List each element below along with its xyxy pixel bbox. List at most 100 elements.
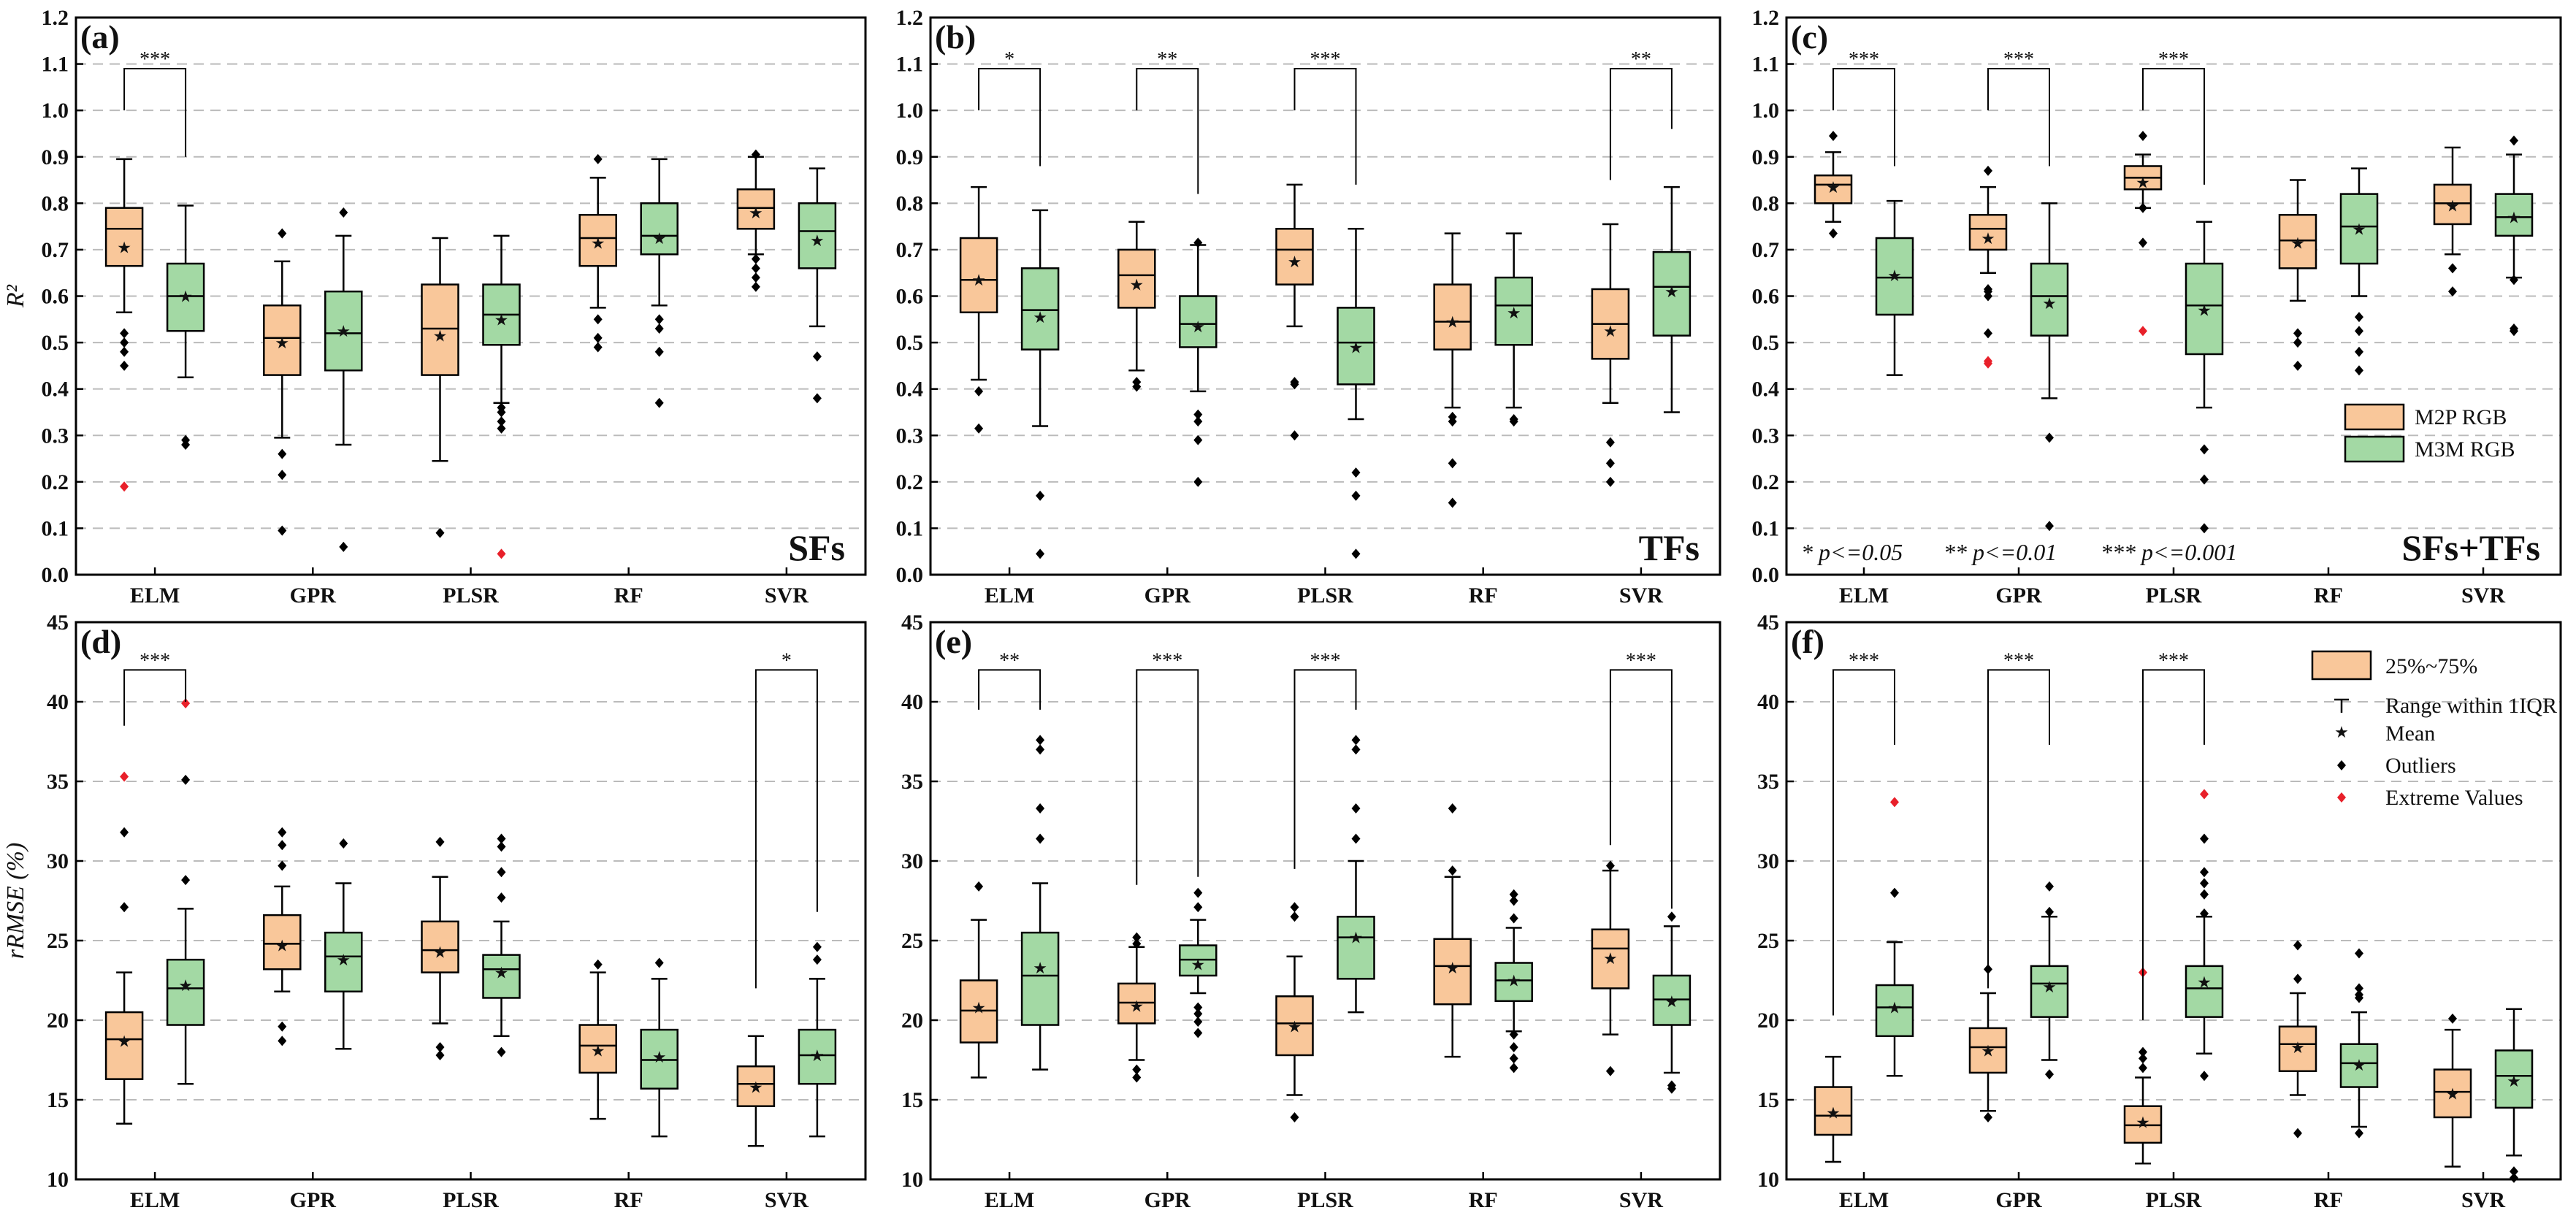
iqr-box xyxy=(324,931,363,993)
significance-label: *** xyxy=(2158,649,2189,672)
mean-marker: ★ xyxy=(1288,253,1302,271)
y-tick-label: 45 xyxy=(901,610,923,635)
plot-frame xyxy=(929,621,1721,1181)
outlier-point xyxy=(1984,165,1992,176)
mean-marker: ★ xyxy=(1349,929,1364,947)
outlier-point xyxy=(2200,523,2209,534)
significance-bracket xyxy=(123,67,187,157)
outlier-point xyxy=(1667,1083,1676,1094)
iqr-box xyxy=(2030,965,2069,1018)
y-tick-label: 10 xyxy=(901,1168,923,1192)
box-m3m-rgb-rf: ★ xyxy=(1494,889,1533,1073)
box-m3m-rgb-svr: ★ xyxy=(2494,1008,2534,1183)
mean-marker: ★ xyxy=(2507,1072,2521,1090)
iqr-box xyxy=(2433,183,2472,226)
box-m3m-rgb-plsr: ★ xyxy=(1337,735,1375,1014)
y-tick-label: 35 xyxy=(901,770,923,794)
outlier-point xyxy=(593,342,603,353)
significance-label: *** xyxy=(1849,48,1879,71)
outlier-point xyxy=(1667,911,1676,922)
outlier-point xyxy=(1829,228,1838,239)
y-tick-label: 0.7 xyxy=(896,238,924,262)
mean-marker: ★ xyxy=(1826,1103,1841,1122)
outlier-point xyxy=(1193,1002,1203,1013)
outlier-point xyxy=(1509,1029,1518,1040)
significance-label: *** xyxy=(1626,649,1656,672)
outlier-point xyxy=(1351,548,1361,559)
mean-marker: ★ xyxy=(2197,302,2212,320)
box-m3m-rgb-elm: ★ xyxy=(1020,735,1060,1071)
y-tick-label: 0.2 xyxy=(896,470,924,494)
box-m2p-rgb-rf: ★ xyxy=(1433,803,1472,1058)
box-m3m-rgb-rf: ★ xyxy=(640,158,679,408)
outlier-point xyxy=(435,527,445,538)
outlier-point xyxy=(120,337,129,348)
outlier-point xyxy=(1193,476,1203,487)
legend-mean-marker: ★ xyxy=(2334,723,2349,741)
y-tick-label: 0.3 xyxy=(1752,424,1780,448)
mean-marker: ★ xyxy=(1603,322,1618,340)
iqr-box xyxy=(421,283,459,376)
significance-label: *** xyxy=(139,48,170,71)
mean-marker: ★ xyxy=(2507,208,2521,226)
iqr-box xyxy=(1968,1027,2008,1074)
legend-box-swatch xyxy=(2311,650,2372,681)
outlier-point xyxy=(497,423,506,434)
mean-marker: ★ xyxy=(749,204,763,222)
iqr-box xyxy=(2339,193,2379,265)
outlier-point xyxy=(120,346,129,357)
extreme-point xyxy=(1984,358,1992,369)
outlier-point xyxy=(974,386,984,397)
significance-label: ** xyxy=(1631,48,1651,71)
mean-marker: ★ xyxy=(2290,1038,2305,1057)
outlier-point xyxy=(812,941,822,952)
mean-marker: ★ xyxy=(1033,959,1047,977)
y-tick-label: 1.0 xyxy=(42,99,69,123)
y-tick-label: 40 xyxy=(1757,690,1779,714)
outlier-point xyxy=(593,959,603,970)
box-m2p-rgb-elm: ★ xyxy=(1813,131,1853,239)
outlier-point xyxy=(2448,1013,2457,1024)
box-m3m-rgb-elm: ★ xyxy=(166,698,205,1085)
mean-marker: ★ xyxy=(1507,304,1521,322)
outlier-point xyxy=(1193,416,1203,427)
iqr-box xyxy=(104,207,144,267)
outlier-point xyxy=(1290,379,1299,390)
mean-marker: ★ xyxy=(275,334,289,352)
legend-label: Extreme Values xyxy=(2385,786,2523,810)
mean-marker: ★ xyxy=(652,229,667,248)
mean-marker: ★ xyxy=(810,231,825,250)
box-m2p-rgb-plsr: ★ xyxy=(2123,131,2163,337)
outlier-point xyxy=(2293,328,2302,339)
outlier-point xyxy=(435,836,445,847)
box-m3m-rgb-rf: ★ xyxy=(2339,948,2379,1138)
box-m3m-rgb-elm: ★ xyxy=(1875,797,1914,1077)
outlier-point xyxy=(1132,381,1142,392)
mean-marker: ★ xyxy=(2445,197,2460,215)
significance-bracket xyxy=(2142,67,2205,185)
y-tick-label: 0.3 xyxy=(42,424,69,448)
box-m2p-rgb-gpr: ★ xyxy=(1968,964,2008,1122)
outlier-point xyxy=(1605,458,1615,469)
outlier-point xyxy=(1193,887,1203,898)
y-tick-label: 1.1 xyxy=(1752,53,1780,77)
extreme-point xyxy=(497,548,506,559)
outlier-point xyxy=(2355,948,2363,959)
panel-label: (d) xyxy=(80,623,121,660)
significance-label: *** xyxy=(1849,649,1879,672)
mean-marker: ★ xyxy=(2352,220,2366,238)
outlier-point xyxy=(2448,263,2457,274)
mean-marker: ★ xyxy=(494,964,509,982)
panel-corner-label: TFs xyxy=(1639,527,1700,568)
box-m3m-rgb-plsr: ★ xyxy=(2185,221,2224,534)
mean-marker: ★ xyxy=(1190,956,1205,974)
outlier-point xyxy=(1890,887,1899,898)
iqr-box xyxy=(1813,1086,1853,1136)
iqr-box xyxy=(2339,1043,2379,1088)
iqr-box xyxy=(104,1011,144,1080)
outlier-point xyxy=(654,324,664,334)
outlier-point xyxy=(1509,1063,1518,1073)
significance-label: ** xyxy=(999,649,1020,672)
significance-bracket xyxy=(1136,669,1199,885)
pvalue-note: * p<=0.05 ** p<=0.01 *** p<=0.001 xyxy=(1801,539,2237,565)
